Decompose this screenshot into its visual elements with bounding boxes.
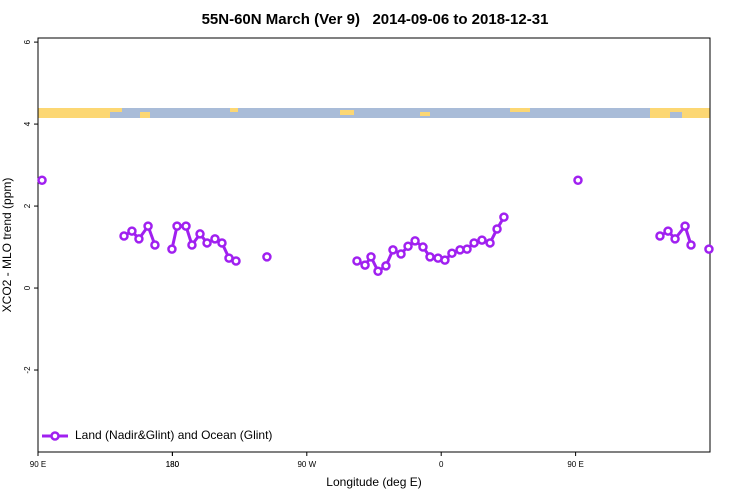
y-tick-label: -2 bbox=[23, 366, 32, 374]
chart-title: 55N-60N March (Ver 9) 2014-09-06 to 2018… bbox=[202, 11, 549, 28]
point bbox=[704, 244, 714, 254]
point bbox=[127, 226, 137, 236]
point bbox=[462, 244, 472, 254]
x-tick-label: 180 bbox=[166, 460, 180, 469]
point bbox=[187, 240, 197, 250]
point bbox=[670, 234, 680, 244]
plot-frame bbox=[37, 37, 711, 453]
point bbox=[167, 244, 177, 254]
point bbox=[663, 226, 673, 236]
point bbox=[410, 236, 420, 246]
point bbox=[485, 238, 495, 248]
legend-label: Land (Nadir&Glint) and Ocean (Glint) bbox=[75, 428, 272, 442]
point bbox=[231, 256, 241, 266]
point bbox=[499, 212, 509, 222]
point bbox=[134, 234, 144, 244]
y-axis-label: XCO2 - MLO trend (ppm) bbox=[0, 178, 14, 313]
legend-marker bbox=[50, 431, 60, 441]
x-tick-label: 90 W bbox=[297, 460, 316, 469]
point bbox=[381, 261, 391, 271]
point bbox=[172, 221, 182, 231]
point bbox=[217, 238, 227, 248]
x-tick-label: 90 E bbox=[567, 460, 583, 469]
point bbox=[352, 256, 362, 266]
point bbox=[477, 235, 487, 245]
point bbox=[360, 260, 370, 270]
y-tick-label: 6 bbox=[23, 39, 32, 44]
point bbox=[143, 221, 153, 231]
point bbox=[396, 249, 406, 259]
point bbox=[210, 234, 220, 244]
x-tick-label: 0 bbox=[439, 460, 444, 469]
point bbox=[195, 229, 205, 239]
point bbox=[425, 252, 435, 262]
x-tick-label: 180 bbox=[166, 460, 180, 469]
point bbox=[418, 242, 428, 252]
point bbox=[655, 231, 665, 241]
land-ocean-band bbox=[38, 108, 710, 118]
point bbox=[469, 238, 479, 248]
point bbox=[181, 221, 191, 231]
point bbox=[403, 241, 413, 251]
point bbox=[202, 238, 212, 248]
point bbox=[680, 221, 690, 231]
point bbox=[366, 252, 376, 262]
point bbox=[150, 240, 160, 250]
point bbox=[119, 231, 129, 241]
y-tick-label: 2 bbox=[23, 203, 32, 208]
x-axis-label: Longitude (deg E) bbox=[326, 475, 421, 489]
x-tick-label: 90 E bbox=[30, 460, 46, 469]
point bbox=[686, 240, 696, 250]
point bbox=[373, 266, 383, 276]
point bbox=[447, 248, 457, 258]
point bbox=[388, 245, 398, 255]
point bbox=[440, 255, 450, 265]
point bbox=[37, 175, 47, 185]
y-tick-label: 0 bbox=[23, 285, 32, 290]
point bbox=[573, 175, 583, 185]
point bbox=[262, 252, 272, 262]
y-tick-label: 4 bbox=[23, 121, 32, 126]
point bbox=[492, 224, 502, 234]
